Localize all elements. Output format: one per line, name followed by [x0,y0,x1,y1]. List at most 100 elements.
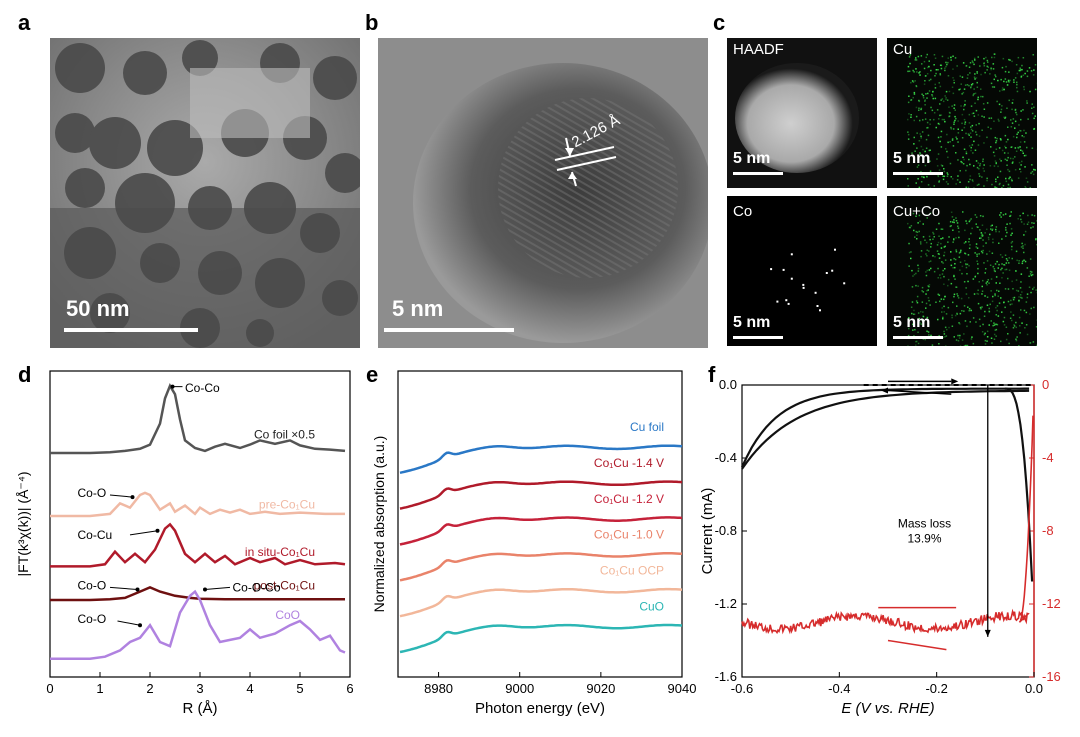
cuco-signal-dot [1011,257,1013,260]
cu-signal-dot [1007,152,1009,154]
cu-signal-dot [995,178,997,180]
cu-signal-dot [968,122,971,124]
cu-signal-dot [1014,147,1017,149]
cuco-signal-dot [932,233,935,235]
cuco-signal-dot [912,329,914,331]
cuco-signal-dot [956,313,958,315]
panel-f-mass-loss-arrowhead [984,629,991,637]
cuco-signal-dot [1002,320,1005,323]
panel-a-tem-image: 50 nm [50,38,360,348]
cu-signal-dot [945,61,947,64]
cu-signal-dot [937,136,940,139]
cuco-signal-dot [959,345,962,346]
cu-signal-dot [944,95,946,97]
cuco-signal-dot [999,214,1001,216]
cu-signal-dot [1021,64,1023,67]
cu-signal-dot [995,140,998,142]
cuco-signal-dot [978,318,981,321]
cu-signal-dot [918,157,920,159]
cu-signal-dot [937,153,940,155]
cuco-signal-dot [941,273,944,275]
cu-signal-dot [934,57,937,59]
cu-signal-dot [943,118,945,121]
cu-signal-dot [959,170,961,172]
cuco-signal-dot [1018,299,1020,302]
cuco-signal-dot [965,266,968,269]
cu-signal-dot [970,83,973,86]
cu-signal-dot [1019,129,1021,132]
cuco-signal-dot [926,249,928,251]
cu-signal-dot [998,103,1001,106]
cuco-signal-dot [995,276,998,278]
cuco-signal-dot [1005,235,1007,237]
cuco-signal-dot [928,285,930,288]
cuco-signal-dot [976,260,978,262]
cu-signal-dot [945,96,947,99]
cu-signal-dot [907,101,910,104]
cu-signal-dot [926,176,928,178]
cuco-signal-dot [915,230,917,233]
cu-signal-dot [1028,67,1031,69]
cuco-signal-dot [994,329,996,331]
cuco-signal-dot [943,330,945,333]
cu-signal-dot [952,55,954,57]
cuco-signal-dot [1016,336,1018,338]
cuco-signal-dot [967,280,969,283]
cu-signal-dot [1002,184,1005,187]
cuco-signal-dot [1010,299,1012,302]
panel-d-plot-frame [49,370,351,678]
cu-signal-dot [1004,70,1007,73]
cu-signal-dot [937,69,939,71]
cuco-signal-dot [988,238,990,241]
cuco-signal-dot [928,334,930,336]
cu-signal-dot [1031,103,1033,105]
cuco-signal-dot [1026,333,1029,336]
cu-signal-dot [946,172,948,174]
co-signal-dot [814,291,817,294]
cuco-signal-dot [942,318,944,320]
cuco-signal-dot [1018,345,1020,346]
cuco-signal-dot [1003,301,1005,303]
cu-signal-dot [962,91,965,94]
cuco-signal-dot [998,290,1000,292]
cuco-signal-dot [1000,268,1002,271]
cu-signal-dot [1032,173,1035,176]
cu-signal-dot [928,90,931,92]
cu-signal-dot [964,100,966,102]
cu-signal-dot [972,93,975,96]
cu-signal-dot [995,148,998,150]
cu-signal-dot [972,112,975,114]
cu-signal-dot [991,56,993,59]
cu-signal-dot [953,79,955,82]
cu-signal-dot [994,136,997,139]
cu-signal-dot [1018,124,1020,126]
cu-signal-dot [959,75,961,77]
panel-e-x-tick-label: 9020 [586,681,615,696]
cuco-signal-dot [959,251,962,253]
cu-signal-dot [922,94,925,97]
cu-signal-dot [1019,168,1021,170]
cuco-signal-dot [1023,234,1025,236]
cuco-signal-dot [1005,229,1007,231]
cuco-signal-dot [1020,218,1022,221]
cuco-signal-dot [995,323,997,325]
cuco-signal-dot [988,307,990,310]
cuco-signal-dot [1011,232,1013,235]
cu-signal-dot [999,182,1001,185]
panel-c-co-scale-bar [733,336,783,339]
cuco-signal-dot [995,226,998,228]
cuco-signal-dot [992,238,994,240]
cu-signal-dot [1014,169,1017,171]
panel-d-series-label: in situ-Co₁Cu [245,545,315,559]
cuco-signal-dot [938,222,940,225]
cu-signal-dot [1003,88,1005,91]
cuco-signal-dot [1005,326,1008,328]
cu-signal-dot [997,176,999,178]
panel-f-mass-arrow-left [887,639,947,651]
cu-signal-dot [922,155,924,157]
cu-signal-dot [913,156,915,158]
cuco-signal-dot [954,266,956,269]
cu-signal-dot [969,178,971,181]
cuco-signal-dot [944,295,946,298]
cuco-signal-dot [966,222,968,225]
